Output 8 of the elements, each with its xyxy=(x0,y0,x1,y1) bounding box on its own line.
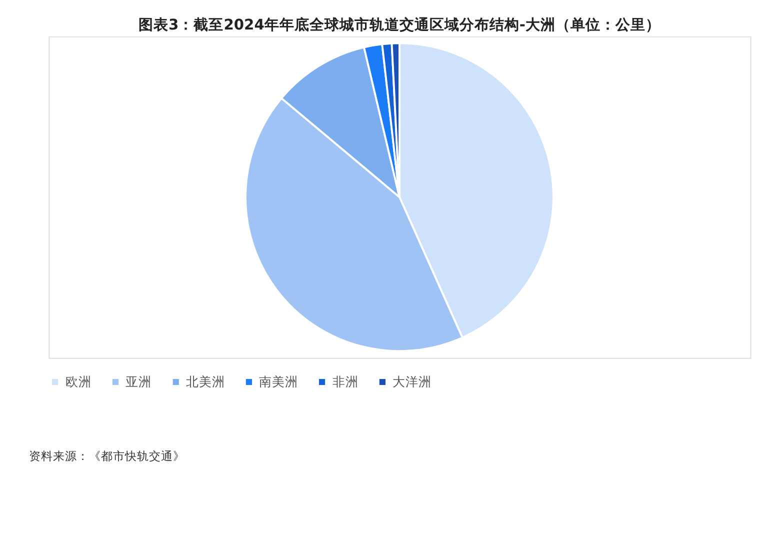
legend-label: 非洲 xyxy=(332,374,358,389)
legend-label: 南美洲 xyxy=(259,374,298,389)
chart-title: 图表3：截至2024年年底全球城市轨道交通区域分布结构-大洲（单位：公里） xyxy=(138,16,660,34)
legend-label: 北美洲 xyxy=(186,374,226,389)
text: 资料来源：《都市快轨交通》 xyxy=(29,449,186,464)
legend-label: 欧洲 xyxy=(65,374,92,389)
legend-label: 大洋洲 xyxy=(392,374,432,389)
legend-label: 亚洲 xyxy=(126,374,152,389)
